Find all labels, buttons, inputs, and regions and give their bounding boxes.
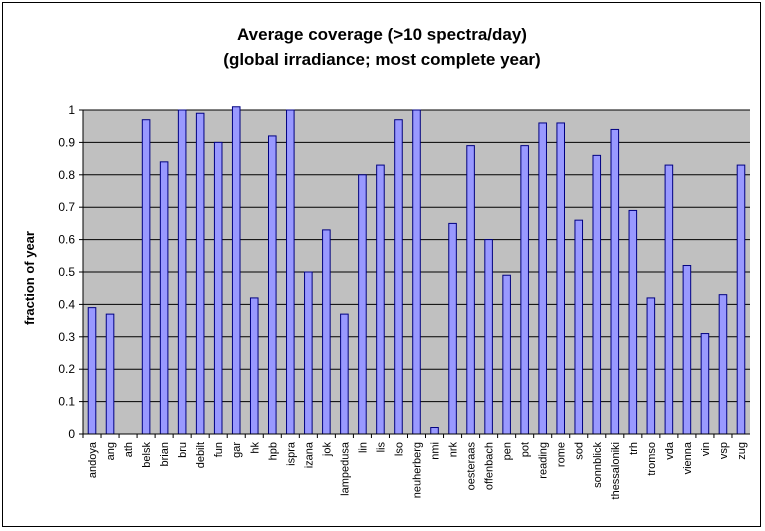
bar-pen bbox=[502, 274, 511, 435]
x-tick-label-rome: rome bbox=[556, 442, 568, 467]
bar-vin bbox=[700, 333, 710, 435]
y-tick-label: 0.7 bbox=[58, 200, 75, 214]
x-tick-label-oesteraas: oesteraas bbox=[466, 442, 478, 491]
x-tick-label-bru: bru bbox=[177, 442, 189, 458]
bar-gar bbox=[231, 106, 241, 435]
y-tick-label: 0.3 bbox=[58, 330, 75, 344]
bar-neuherberg bbox=[412, 109, 421, 435]
y-tick-label: 0.2 bbox=[58, 362, 75, 376]
x-tick-label-neuherberg: neuherberg bbox=[412, 442, 424, 498]
x-tick-label-hk: hk bbox=[249, 442, 261, 454]
x-tick-label-izana: izana bbox=[303, 441, 315, 468]
bar-pot bbox=[520, 145, 529, 435]
bar-vienna bbox=[682, 265, 692, 435]
bar-lin bbox=[358, 174, 367, 435]
x-tick-label-debilt: debilt bbox=[195, 442, 207, 468]
bar-bru bbox=[177, 109, 187, 435]
bar-vsp bbox=[718, 294, 728, 435]
y-axis-label: fraction of year bbox=[22, 231, 37, 325]
x-tick-label-sonnblick: sonnblick bbox=[592, 442, 604, 488]
bar-reading bbox=[538, 122, 547, 435]
y-tick-label: 1 bbox=[68, 103, 75, 117]
bar-debilt bbox=[195, 112, 205, 435]
bar-sonnblick bbox=[592, 154, 602, 435]
bar-jok bbox=[322, 229, 331, 435]
x-tick-label-jok: jok bbox=[321, 442, 333, 458]
bar-lis bbox=[376, 164, 385, 435]
bar-tromso bbox=[646, 297, 656, 435]
x-tick-label-ispra: ispra bbox=[285, 441, 297, 466]
x-tick-label-gar: gar bbox=[231, 442, 243, 458]
bar-hpb bbox=[267, 135, 277, 435]
x-tick-label-pot: pot bbox=[520, 442, 532, 457]
x-tick-label-ang: ang bbox=[105, 442, 117, 460]
x-tick-label-thessaloniki: thessaloniki bbox=[610, 442, 622, 499]
bar-belsk bbox=[141, 119, 151, 435]
x-tick-label-lampedusa: lampedusa bbox=[339, 441, 351, 496]
chart-title: Average coverage (>10 spectra/day) bbox=[237, 25, 527, 44]
bar-brian bbox=[159, 161, 169, 435]
x-tick-label-reading: reading bbox=[538, 442, 550, 479]
x-tick-label-ath: ath bbox=[123, 442, 135, 457]
bar-rome bbox=[556, 122, 566, 435]
bar-hk bbox=[249, 297, 259, 435]
y-tick-label: 0.5 bbox=[58, 265, 75, 279]
bar-thessaloniki bbox=[610, 128, 620, 435]
bar-nmi bbox=[430, 427, 439, 435]
bar-izana bbox=[304, 271, 313, 435]
x-tick-label-nrk: nrk bbox=[448, 442, 460, 458]
x-tick-label-vsp: vsp bbox=[718, 442, 730, 459]
x-tick-label-andoya: andoya bbox=[87, 441, 99, 478]
x-tick-label-vda: vda bbox=[664, 441, 676, 460]
y-tick-label: 0.9 bbox=[58, 135, 75, 149]
y-tick-label: 0.8 bbox=[58, 168, 75, 182]
bar-ang bbox=[105, 313, 115, 435]
y-tick-label: 0.1 bbox=[58, 395, 75, 409]
x-tick-label-pen: pen bbox=[502, 442, 514, 460]
x-tick-label-hpb: hpb bbox=[267, 442, 279, 460]
x-tick-label-lis: lis bbox=[375, 442, 387, 453]
x-tick-label-belsk: belsk bbox=[141, 442, 153, 468]
x-tick-label-zug: zug bbox=[736, 442, 748, 460]
bar-offenbach bbox=[484, 239, 493, 435]
y-tick-label: 0 bbox=[68, 427, 75, 441]
y-ticks: 0 0.1 0.2 0.3 0.4 0.5 0.6 0.7 0.8 0.9 1 bbox=[58, 103, 83, 441]
bar-lampedusa bbox=[340, 313, 349, 435]
x-tick-label-brian: brian bbox=[159, 442, 171, 466]
bar-sod bbox=[574, 219, 584, 435]
bar-lso bbox=[394, 119, 403, 435]
bar-oesteraas bbox=[466, 145, 475, 435]
bar-trh bbox=[628, 209, 638, 435]
bar-zug bbox=[736, 164, 746, 435]
x-tick-label-vin: vin bbox=[700, 442, 712, 456]
x-tick-label-offenbach: offenbach bbox=[484, 442, 496, 490]
chart-subtitle: (global irradiance; most complete year) bbox=[223, 50, 540, 69]
bar-ispra bbox=[286, 109, 295, 435]
x-tick-label-sod: sod bbox=[574, 442, 586, 460]
bars bbox=[87, 106, 746, 435]
bar-andoya bbox=[87, 307, 97, 435]
y-tick-label: 0.6 bbox=[58, 233, 75, 247]
x-tick-label-lin: lin bbox=[357, 442, 369, 453]
x-tick-label-trh: trh bbox=[628, 442, 640, 455]
y-tick-label: 0.4 bbox=[58, 297, 75, 311]
bar-nrk bbox=[448, 222, 457, 435]
x-tick-label-vienna: vienna bbox=[682, 441, 694, 474]
x-ticks: andoya ang ath belsk brian bru debilt fun gar hk h… bbox=[82, 434, 748, 499]
x-tick-label-fun: fun bbox=[213, 442, 225, 457]
x-tick-label-nmi: nmi bbox=[430, 442, 442, 460]
bar-fun bbox=[213, 141, 223, 435]
x-tick-label-tromso: tromso bbox=[646, 442, 658, 476]
x-tick-label-lso: lso bbox=[393, 442, 405, 456]
bar-vda bbox=[664, 164, 674, 435]
